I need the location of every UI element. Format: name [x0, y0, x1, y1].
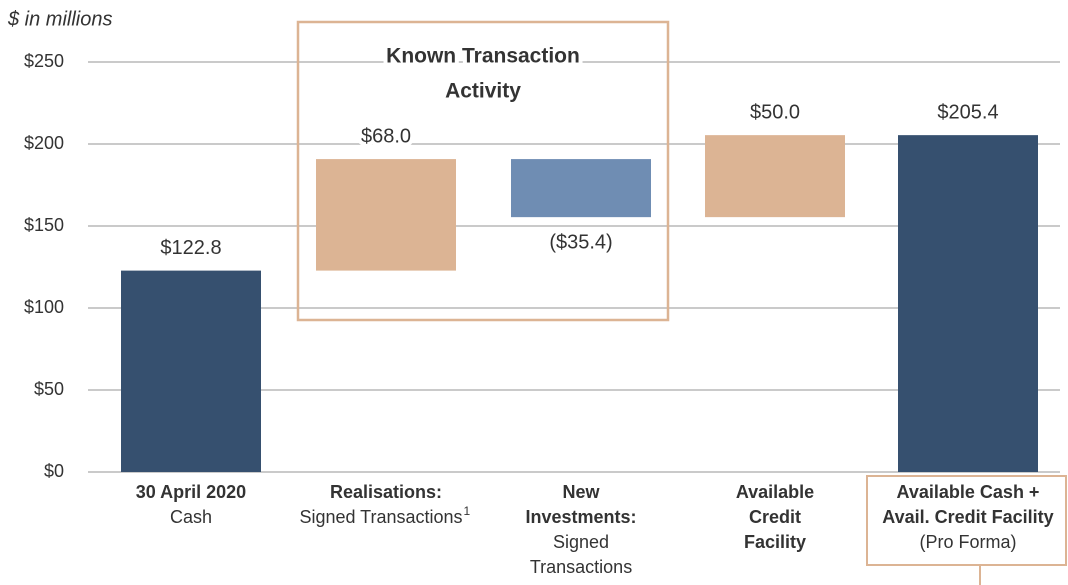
x-tick-label: (Pro Forma) — [919, 532, 1016, 552]
value-label: $50.0 — [750, 101, 800, 123]
bar — [316, 159, 456, 271]
x-tick-label: Signed Transactions — [299, 507, 462, 527]
annotation-text: Activity — [445, 80, 521, 103]
bar — [705, 135, 845, 218]
category-highlight — [866, 475, 1067, 566]
y-tick-label: $150 — [24, 215, 64, 235]
value-label: ($35.4) — [549, 231, 612, 253]
value-label: $68.0 — [361, 125, 411, 147]
x-tick-label: New — [562, 482, 600, 502]
annotation-box — [296, 20, 670, 322]
y-tick-label: $100 — [24, 297, 64, 317]
x-tick-label: Credit — [749, 507, 801, 527]
bar — [121, 270, 261, 472]
axis-label: $ in millions — [7, 8, 112, 30]
footnote-marker: 1 — [464, 504, 471, 518]
x-tick-label: Facility — [744, 532, 806, 552]
x-tick-label: 30 April 2020 — [136, 482, 246, 502]
bar — [898, 135, 1038, 473]
x-tick-label: Avail. Credit Facility — [882, 507, 1053, 527]
x-tick-label: Cash — [170, 507, 212, 527]
bar — [511, 159, 651, 218]
x-tick-label: Available Cash + — [897, 482, 1040, 502]
y-tick-label: $200 — [24, 133, 64, 153]
x-tick-label: Available — [736, 482, 814, 502]
x-tick-label: Realisations: — [330, 482, 442, 502]
y-tick-label: $250 — [24, 51, 64, 71]
x-tick-label: Signed — [553, 532, 609, 552]
annotation-text: Known Transaction — [386, 45, 580, 68]
value-label: $122.8 — [160, 237, 221, 259]
x-tick-label: Investments: — [525, 507, 636, 527]
value-label: $205.4 — [937, 101, 998, 123]
x-tick-label: Transactions — [530, 557, 632, 577]
y-tick-label: $50 — [34, 379, 64, 399]
y-tick-label: $0 — [44, 461, 64, 481]
